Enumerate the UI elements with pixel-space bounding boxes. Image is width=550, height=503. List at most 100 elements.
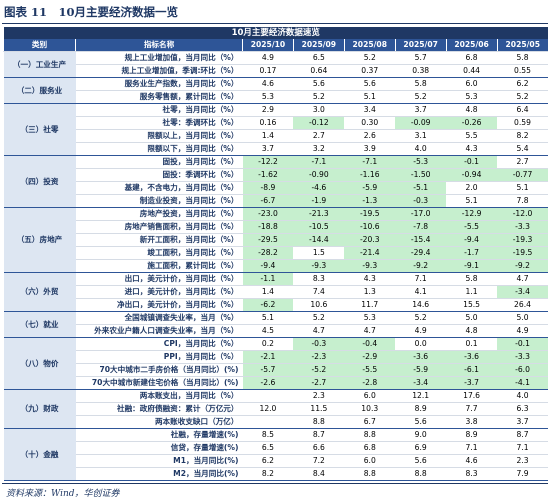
value-cell: 6.0 [344, 454, 396, 468]
value-cell: -2.3 [293, 350, 345, 364]
value-cell: 0.30 [344, 116, 396, 130]
value-cell: 5.1 [497, 181, 548, 195]
value-cell: -3.3 [497, 220, 548, 234]
value-cell: 0.55 [497, 64, 548, 78]
value-cell: 5.2 [497, 90, 548, 104]
value-cell: -5.5 [446, 220, 498, 234]
value-cell: 4.0 [395, 142, 447, 156]
value-cell: 6.8 [446, 51, 498, 65]
table-row: 施工面积，累计同比（%） -9.4 -9.3 -9.3 -9.2 -9.1 -9.2 [4, 259, 548, 273]
table-row: （三）社零 社零，当月同比（%） 2.9 3.0 3.4 3.7 4.8 6.4 [3, 103, 548, 156]
indicator-name: 社融，存量增速(%) [75, 428, 243, 442]
value-cell: -0.90 [293, 168, 345, 182]
value-cell: 6.3 [497, 402, 548, 416]
value-cell: 8.3 [293, 272, 345, 286]
value-cell: 5.2 [293, 90, 345, 104]
value-cell: 5.3 [242, 90, 294, 104]
value-cell: 2.3 [497, 454, 548, 468]
value-cell: 5.6 [344, 77, 396, 91]
value-cell: 2.7 [293, 129, 345, 143]
table-row: 社零：季调环比（%） 0.16 -0.12 0.30 -0.09 -0.26 0.59 [4, 116, 548, 130]
value-cell: 8.8 [395, 467, 447, 481]
table-row: 进口，美元计价，当月同比（%） 1.4 7.4 1.3 4.1 1.1 -3.4 [4, 285, 548, 299]
table-row: 规上工业增加值，季调:环比（%） 0.17 0.64 0.37 0.38 0.44 0.55 [4, 64, 548, 78]
value-cell: -9.2 [395, 259, 447, 273]
value-cell: 5.4 [497, 142, 548, 156]
value-cell: 5.8 [497, 51, 548, 65]
value-cell: 4.5 [242, 324, 294, 338]
value-cell: 5.5 [446, 129, 498, 143]
value-cell: -0.4 [344, 337, 396, 351]
value-cell: 7.1 [497, 441, 548, 455]
value-cell: 1.1 [446, 285, 498, 299]
value-cell: 4.7 [344, 324, 396, 338]
value-cell: -6.1 [446, 363, 498, 377]
value-cell: 4.9 [242, 51, 294, 65]
table-row: （十）金融 社融，存量增速(%) 8.5 8.7 8.8 9.0 8.9 8.7 [3, 428, 548, 481]
value-cell: -1.16 [344, 168, 396, 182]
table-row: （七）就业 全国城镇调查失业率，当月（%） 5.1 5.2 5.3 5.2 5.0 5.0 [3, 311, 548, 338]
value-cell: 7.7 [446, 402, 498, 416]
table-row: 限额以下，当月同比（%） 3.7 3.2 3.9 4.0 4.3 5.4 [4, 142, 548, 156]
table-row: （五）房地产 房地产投资，当月同比（%） -23.0 -21.3 -19.5 -17.0-… [3, 207, 548, 273]
value-cell: 0.16 [242, 116, 294, 130]
value-cell: -3.3 [497, 350, 548, 364]
value-cell: 5.1 [446, 194, 498, 208]
value-cell: 8.3 [446, 467, 498, 481]
value-cell: 0.59 [497, 116, 548, 130]
value-cell: 0.44 [446, 64, 498, 78]
value-cell: -4.6 [293, 181, 345, 195]
indicator-name: M2，当月同比(%) [75, 467, 243, 481]
table-row: 70大中城市二手房价格（当月同比）(%) -5.7 -5.2 -5.5 -5.9 -6.1… [4, 363, 548, 377]
indicator-name: 固投，当月同比（%） [75, 155, 243, 169]
value-cell: -15.4 [395, 233, 447, 247]
value-cell: -9.4 [446, 233, 498, 247]
value-cell: -5.2 [293, 363, 345, 377]
value-cell: -0.26 [446, 116, 498, 130]
indicator-name: 竣工面积，当月同比（%） [75, 246, 243, 260]
indicator-name: PPI，当月同比（%） [75, 350, 243, 364]
value-cell: 3.8 [446, 415, 498, 429]
value-cell: 6.0 [344, 389, 396, 403]
value-cell: -7.1 [344, 155, 396, 169]
value-cell: 12.0 [242, 402, 294, 416]
value-cell: -4.1 [497, 376, 548, 390]
value-cell: 5.2 [293, 311, 345, 325]
column-header: 2025/06 [445, 39, 498, 52]
category-cell: （三）社零 [3, 103, 76, 156]
value-cell: 15.5 [446, 298, 498, 312]
value-cell: 8.8 [344, 428, 396, 442]
value-cell: 7.1 [395, 272, 447, 286]
value-cell: 2.3 [293, 389, 345, 403]
value-cell: 4.9 [395, 324, 447, 338]
indicator-name: CPI，当月同比（%） [75, 337, 243, 351]
value-cell: -21.3 [293, 207, 345, 221]
value-cell: 4.3 [446, 142, 498, 156]
value-cell: 1.5 [293, 246, 345, 260]
title-rule [2, 23, 548, 24]
table-row: （六）外贸 出口，美元计价，当月同比（%） -1.1 8.3 4.3 7.1 5.8 4.7 [3, 272, 548, 312]
value-cell: -9.4 [242, 259, 294, 273]
column-header: 2025/08 [343, 39, 396, 52]
value-cell: -19.3 [497, 233, 548, 247]
table-row: 新开工面积，当月同比（%） -29.5 -14.4 -20.3 -15.4 -9.4 -19… [4, 233, 548, 247]
table-row: 外来农业户籍人口调查失业率，当月（%） 4.5 4.7 4.7 4.9 4.8 4.9 [4, 324, 548, 338]
value-cell: -5.1 [395, 181, 447, 195]
value-cell: -1.62 [242, 168, 294, 182]
value-cell: 1.4 [242, 129, 294, 143]
indicator-name: 房地产投资，当月同比（%） [75, 207, 243, 221]
column-header: 2025/05 [496, 39, 548, 52]
value-cell: 7.9 [497, 467, 548, 481]
value-cell: 5.3 [344, 311, 396, 325]
value-cell: -0.3 [395, 194, 447, 208]
value-cell: -21.4 [344, 246, 396, 260]
value-cell: -3.4 [395, 376, 447, 390]
value-cell: 0.1 [446, 337, 498, 351]
bottom-rule [2, 483, 548, 484]
value-cell: 4.8 [446, 324, 498, 338]
value-cell: 6.5 [242, 441, 294, 455]
indicator-name: 施工面积，累计同比（%） [75, 259, 243, 273]
value-cell: 0.2 [242, 337, 294, 351]
indicator-name: 社融：政府债融资：累计（万亿元） [75, 402, 243, 416]
value-cell: 2.9 [242, 103, 294, 117]
